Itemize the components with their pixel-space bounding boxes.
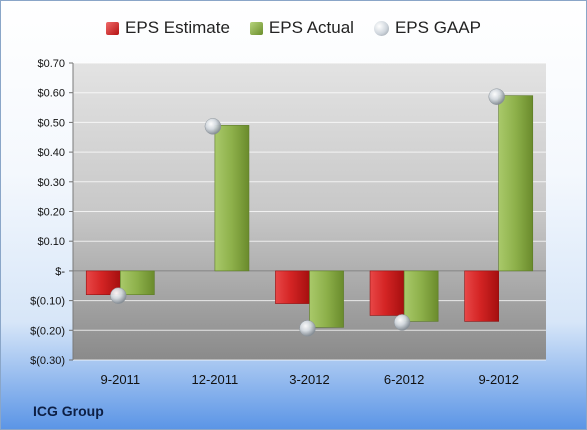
company-name: ICG Group	[33, 403, 104, 419]
y-tick-label: $0.60	[37, 88, 65, 100]
legend-label-eps-gaap: EPS GAAP	[394, 18, 481, 37]
x-tick-label: 3-2012	[289, 372, 329, 387]
y-tick-label: $0.70	[37, 58, 65, 70]
eps-actual-bar	[498, 95, 534, 272]
legend-label-eps-actual: EPS Actual	[268, 18, 354, 37]
y-tick-label: $(0.10)	[30, 296, 65, 308]
legend-item-eps-gaap: EPS GAAP	[373, 18, 481, 38]
y-tick-label: $0.20	[37, 207, 65, 219]
eps-gaap-marker	[488, 88, 505, 105]
eps-actual-swatch	[249, 21, 263, 35]
y-tick-label: $(0.30)	[30, 355, 65, 367]
eps-gaap-marker	[299, 320, 316, 337]
eps-estimate-bar	[369, 270, 405, 316]
y-tick-label: $0.10	[37, 236, 65, 248]
eps-estimate-bar	[275, 270, 310, 304]
eps-actual-bar	[309, 270, 344, 328]
x-tick-label: 9-2011	[101, 372, 141, 387]
eps-gaap-marker	[204, 118, 222, 135]
y-tick-label: $0.50	[37, 117, 65, 129]
eps-gaap-marker	[110, 287, 127, 304]
x-tick-label: 12-2011	[192, 372, 239, 387]
y-tick-label: $-	[55, 266, 65, 278]
eps-actual-bar	[120, 270, 155, 295]
y-tick-label: $0.30	[37, 177, 65, 189]
eps-gaap-marker	[393, 314, 411, 331]
legend-item-eps-estimate: EPS Estimate	[106, 18, 230, 38]
eps-actual-bar	[403, 270, 439, 322]
y-tick-label: $(0.20)	[30, 325, 65, 337]
eps-estimate-swatch	[106, 21, 120, 35]
eps-gaap-swatch	[373, 20, 389, 36]
legend-item-eps-actual: EPS Actual	[249, 18, 354, 38]
eps-estimate-bar	[464, 270, 500, 322]
x-tick-label: 6-2012	[384, 372, 424, 387]
chart-legend: EPS Estimate EPS Actual EPS GAAP	[1, 18, 586, 38]
y-tick-label: $0.40	[37, 147, 65, 159]
eps-actual-bar	[214, 125, 250, 272]
x-tick-label: 9-2012	[478, 372, 518, 387]
legend-label-eps-estimate: EPS Estimate	[125, 18, 230, 37]
